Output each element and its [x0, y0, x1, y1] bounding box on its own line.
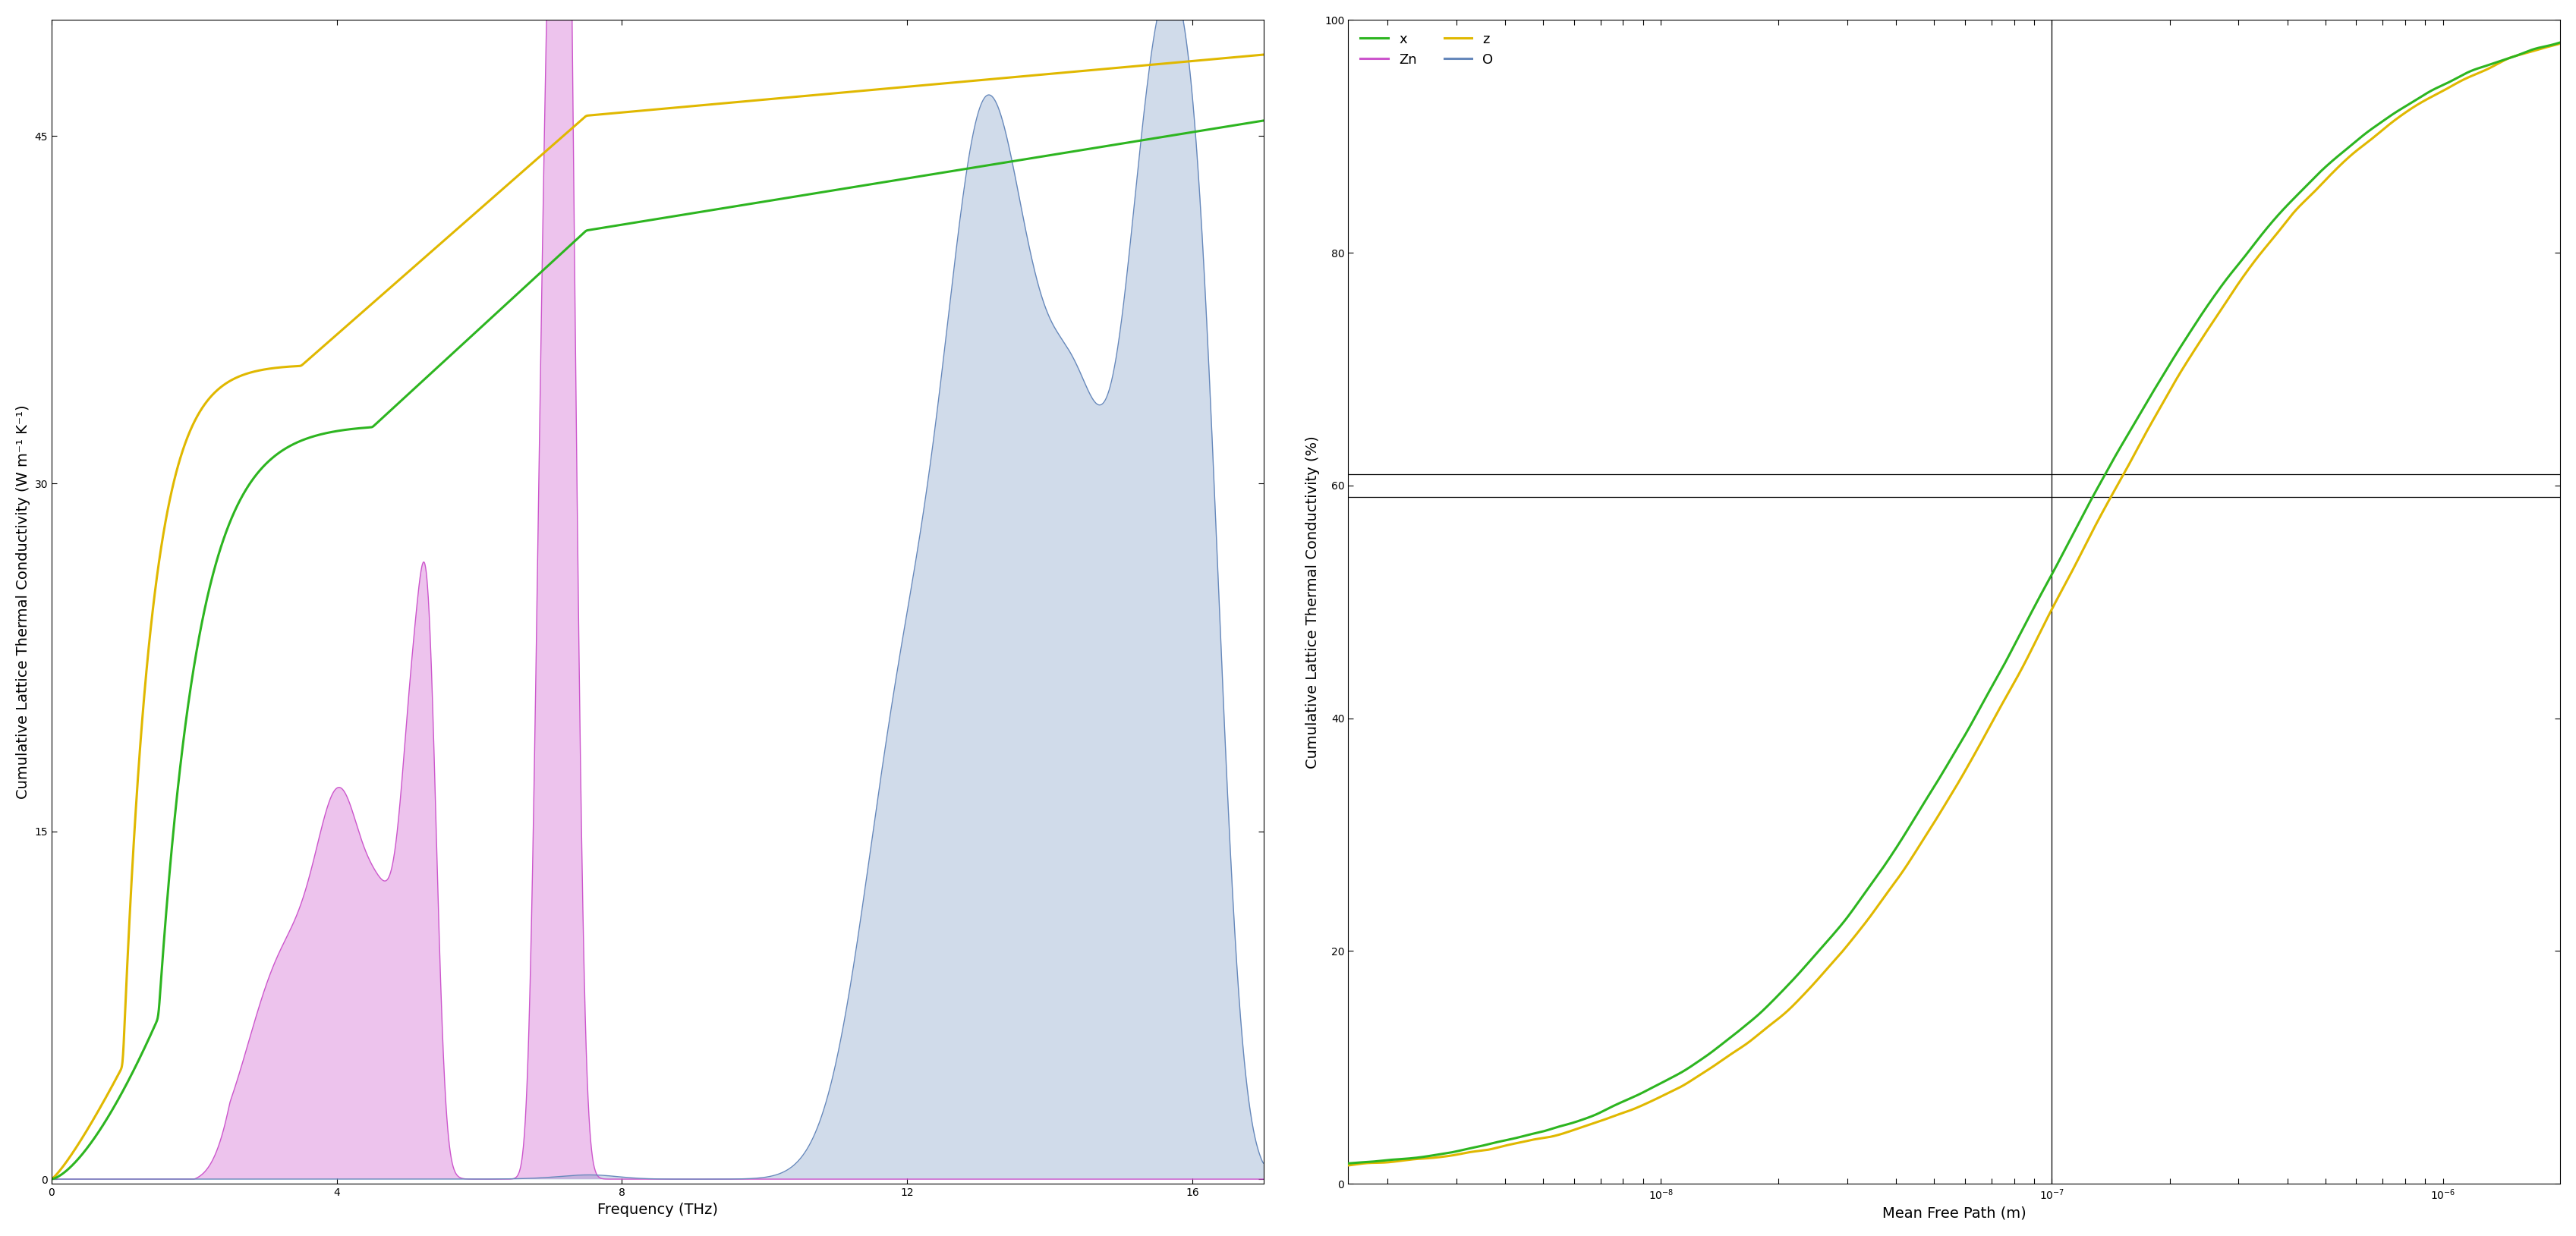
- Legend: x, Zn, z, O: x, Zn, z, O: [1355, 27, 1499, 72]
- X-axis label: Frequency (THz): Frequency (THz): [598, 1203, 719, 1216]
- X-axis label: Mean Free Path (m): Mean Free Path (m): [1883, 1206, 2027, 1220]
- Y-axis label: Cumulative Lattice Thermal Conductivity (%): Cumulative Lattice Thermal Conductivity …: [1306, 435, 1319, 769]
- Y-axis label: Cumulative Lattice Thermal Conductivity (W m⁻¹ K⁻¹): Cumulative Lattice Thermal Conductivity …: [15, 404, 31, 798]
